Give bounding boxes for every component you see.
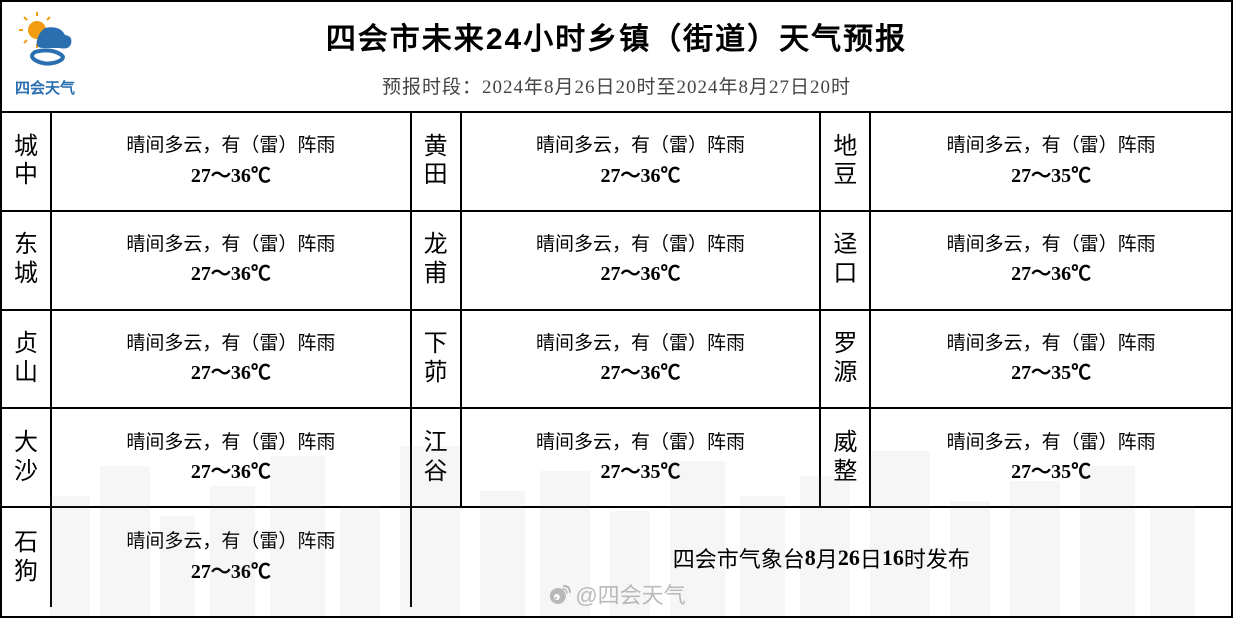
town-name: 龙甫 [412, 212, 462, 311]
town-name: 威整 [821, 409, 871, 508]
temp-text: 27～36℃ [191, 557, 271, 587]
town-name: 罗源 [821, 311, 871, 410]
temp-text: 27～35℃ [1011, 161, 1091, 191]
temp-text: 27～36℃ [191, 358, 271, 388]
town-forecast: 晴间多云，有（雷）阵雨 27～35℃ [871, 409, 1231, 508]
town-name: 地豆 [821, 113, 871, 212]
weather-text: 晴间多云，有（雷）阵雨 [536, 429, 745, 458]
temp-text: 27～35℃ [600, 457, 680, 487]
footer-hour: 16 [882, 545, 904, 571]
weather-text: 晴间多云，有（雷）阵雨 [126, 231, 335, 260]
town-forecast: 晴间多云，有（雷）阵雨 27～36℃ [52, 113, 412, 212]
weather-logo-icon [15, 10, 75, 70]
weather-text: 晴间多云，有（雷）阵雨 [126, 528, 335, 557]
town-forecast: 晴间多云，有（雷）阵雨 27～36℃ [52, 311, 412, 410]
footer-mid1: 月 [816, 542, 838, 574]
town-forecast: 晴间多云，有（雷）阵雨 27～36℃ [462, 113, 822, 212]
town-forecast: 晴间多云，有（雷）阵雨 27～36℃ [462, 212, 822, 311]
temp-text: 27～35℃ [1011, 358, 1091, 388]
footer-day: 26 [838, 545, 860, 571]
weather-text: 晴间多云，有（雷）阵雨 [126, 330, 335, 359]
weather-text: 晴间多云，有（雷）阵雨 [947, 132, 1156, 161]
town-forecast: 晴间多云，有（雷）阵雨 27～36℃ [462, 311, 822, 410]
publish-info: 四会市气象台8月26日16时发布 [412, 508, 1231, 607]
header: 四会市未来24小时乡镇（街道）天气预报 预报时段：2024年8月26日20时至2… [2, 2, 1231, 113]
town-name: 江谷 [412, 409, 462, 508]
temp-text: 27～35℃ [1011, 457, 1091, 487]
town-forecast: 晴间多云，有（雷）阵雨 27～36℃ [871, 212, 1231, 311]
logo: 四会天气 [10, 10, 80, 98]
page-title: 四会市未来24小时乡镇（街道）天气预报 [2, 14, 1231, 58]
town-name: 东城 [2, 212, 52, 311]
weather-text: 晴间多云，有（雷）阵雨 [536, 231, 745, 260]
forecast-period: 预报时段：2024年8月26日20时至2024年8月27日20时 [2, 72, 1231, 99]
title-prefix: 四会市未来 [326, 23, 486, 56]
temp-text: 27～36℃ [191, 259, 271, 289]
town-name: 大沙 [2, 409, 52, 508]
town-name: 下茆 [412, 311, 462, 410]
title-hours: 24 [486, 23, 523, 56]
town-forecast: 晴间多云，有（雷）阵雨 27～35℃ [462, 409, 822, 508]
weather-text: 晴间多云，有（雷）阵雨 [536, 330, 745, 359]
forecast-grid: 城中 晴间多云，有（雷）阵雨 27～36℃ 黄田 晴间多云，有（雷）阵雨 27～… [2, 113, 1231, 607]
logo-text: 四会天气 [10, 77, 80, 98]
town-name: 黄田 [412, 113, 462, 212]
title-suffix: 小时乡镇（街道）天气预报 [523, 23, 907, 56]
town-name: 城中 [2, 113, 52, 212]
weather-text: 晴间多云，有（雷）阵雨 [947, 231, 1156, 260]
footer-mid2: 日 [860, 542, 882, 574]
temp-text: 27～36℃ [600, 358, 680, 388]
town-forecast: 晴间多云，有（雷）阵雨 27～35℃ [871, 113, 1231, 212]
temp-text: 27～36℃ [600, 161, 680, 191]
temp-text: 27～36℃ [1011, 259, 1091, 289]
town-forecast: 晴间多云，有（雷）阵雨 27～36℃ [52, 508, 412, 607]
town-name: 贞山 [2, 311, 52, 410]
weather-text: 晴间多云，有（雷）阵雨 [126, 132, 335, 161]
temp-text: 27～36℃ [191, 457, 271, 487]
town-name: 石狗 [2, 508, 52, 607]
weather-text: 晴间多云，有（雷）阵雨 [947, 429, 1156, 458]
temp-text: 27～36℃ [600, 259, 680, 289]
temp-text: 27～36℃ [191, 161, 271, 191]
weather-text: 晴间多云，有（雷）阵雨 [947, 330, 1156, 359]
footer-month: 8 [805, 545, 816, 571]
town-name: 迳口 [821, 212, 871, 311]
footer-prefix: 四会市气象台 [673, 542, 805, 574]
forecast-container: 四会天气 四会市未来24小时乡镇（街道）天气预报 预报时段：2024年8月26日… [0, 0, 1233, 618]
town-forecast: 晴间多云，有（雷）阵雨 27～35℃ [871, 311, 1231, 410]
town-forecast: 晴间多云，有（雷）阵雨 27～36℃ [52, 212, 412, 311]
town-forecast: 晴间多云，有（雷）阵雨 27～36℃ [52, 409, 412, 508]
weather-text: 晴间多云，有（雷）阵雨 [536, 132, 745, 161]
weather-text: 晴间多云，有（雷）阵雨 [126, 429, 335, 458]
footer-suffix: 时发布 [904, 542, 970, 574]
